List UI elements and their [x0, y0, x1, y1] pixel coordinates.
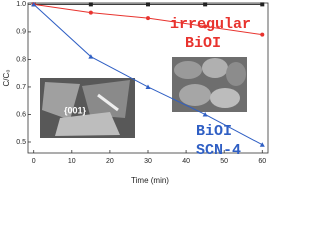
x-tick-label: 60 [258, 158, 266, 165]
marker [260, 32, 265, 37]
y-tick-label: 0.5 [16, 139, 26, 146]
marker [31, 1, 37, 7]
x-tick-label: 20 [106, 158, 114, 165]
marker [202, 111, 208, 117]
y-tick-label: 0.6 [16, 111, 26, 118]
marker [88, 2, 93, 7]
sem-inset-1 [172, 57, 247, 112]
marker [203, 24, 208, 29]
annotation: BiOI [185, 35, 221, 52]
marker [88, 54, 94, 59]
x-tick-label: 0 [32, 158, 36, 165]
sem-inset-2 [40, 78, 135, 138]
annotation: {001} [64, 105, 87, 115]
marker [260, 2, 265, 7]
x-tick-label: 40 [182, 158, 190, 165]
x-tick-label: 10 [68, 158, 76, 165]
y-tick-label: 0.9 [16, 29, 26, 36]
y-tick-label: 0.7 [16, 84, 26, 91]
x-axis-label: Time (min) [131, 176, 169, 185]
annotation: BiOI [196, 123, 232, 140]
marker [203, 2, 208, 7]
x-tick-label: 30 [144, 158, 152, 165]
marker [146, 2, 150, 7]
chart: Time (min) C/C₀ 0 10 20 30 40 50 60 0.5 0.6 0.7 0.… [2, 1, 269, 185]
y-tick-label: 1.0 [16, 1, 26, 8]
marker [88, 10, 93, 15]
x-tick-label: 50 [220, 158, 228, 165]
annotation: irregular [170, 16, 251, 33]
marker [145, 84, 151, 89]
annotation: SCN-4 [196, 142, 241, 159]
marker [146, 16, 150, 21]
y-tick-label: 0.8 [16, 56, 26, 63]
marker [259, 142, 265, 147]
y-axis-label: C/C₀ [2, 69, 11, 86]
